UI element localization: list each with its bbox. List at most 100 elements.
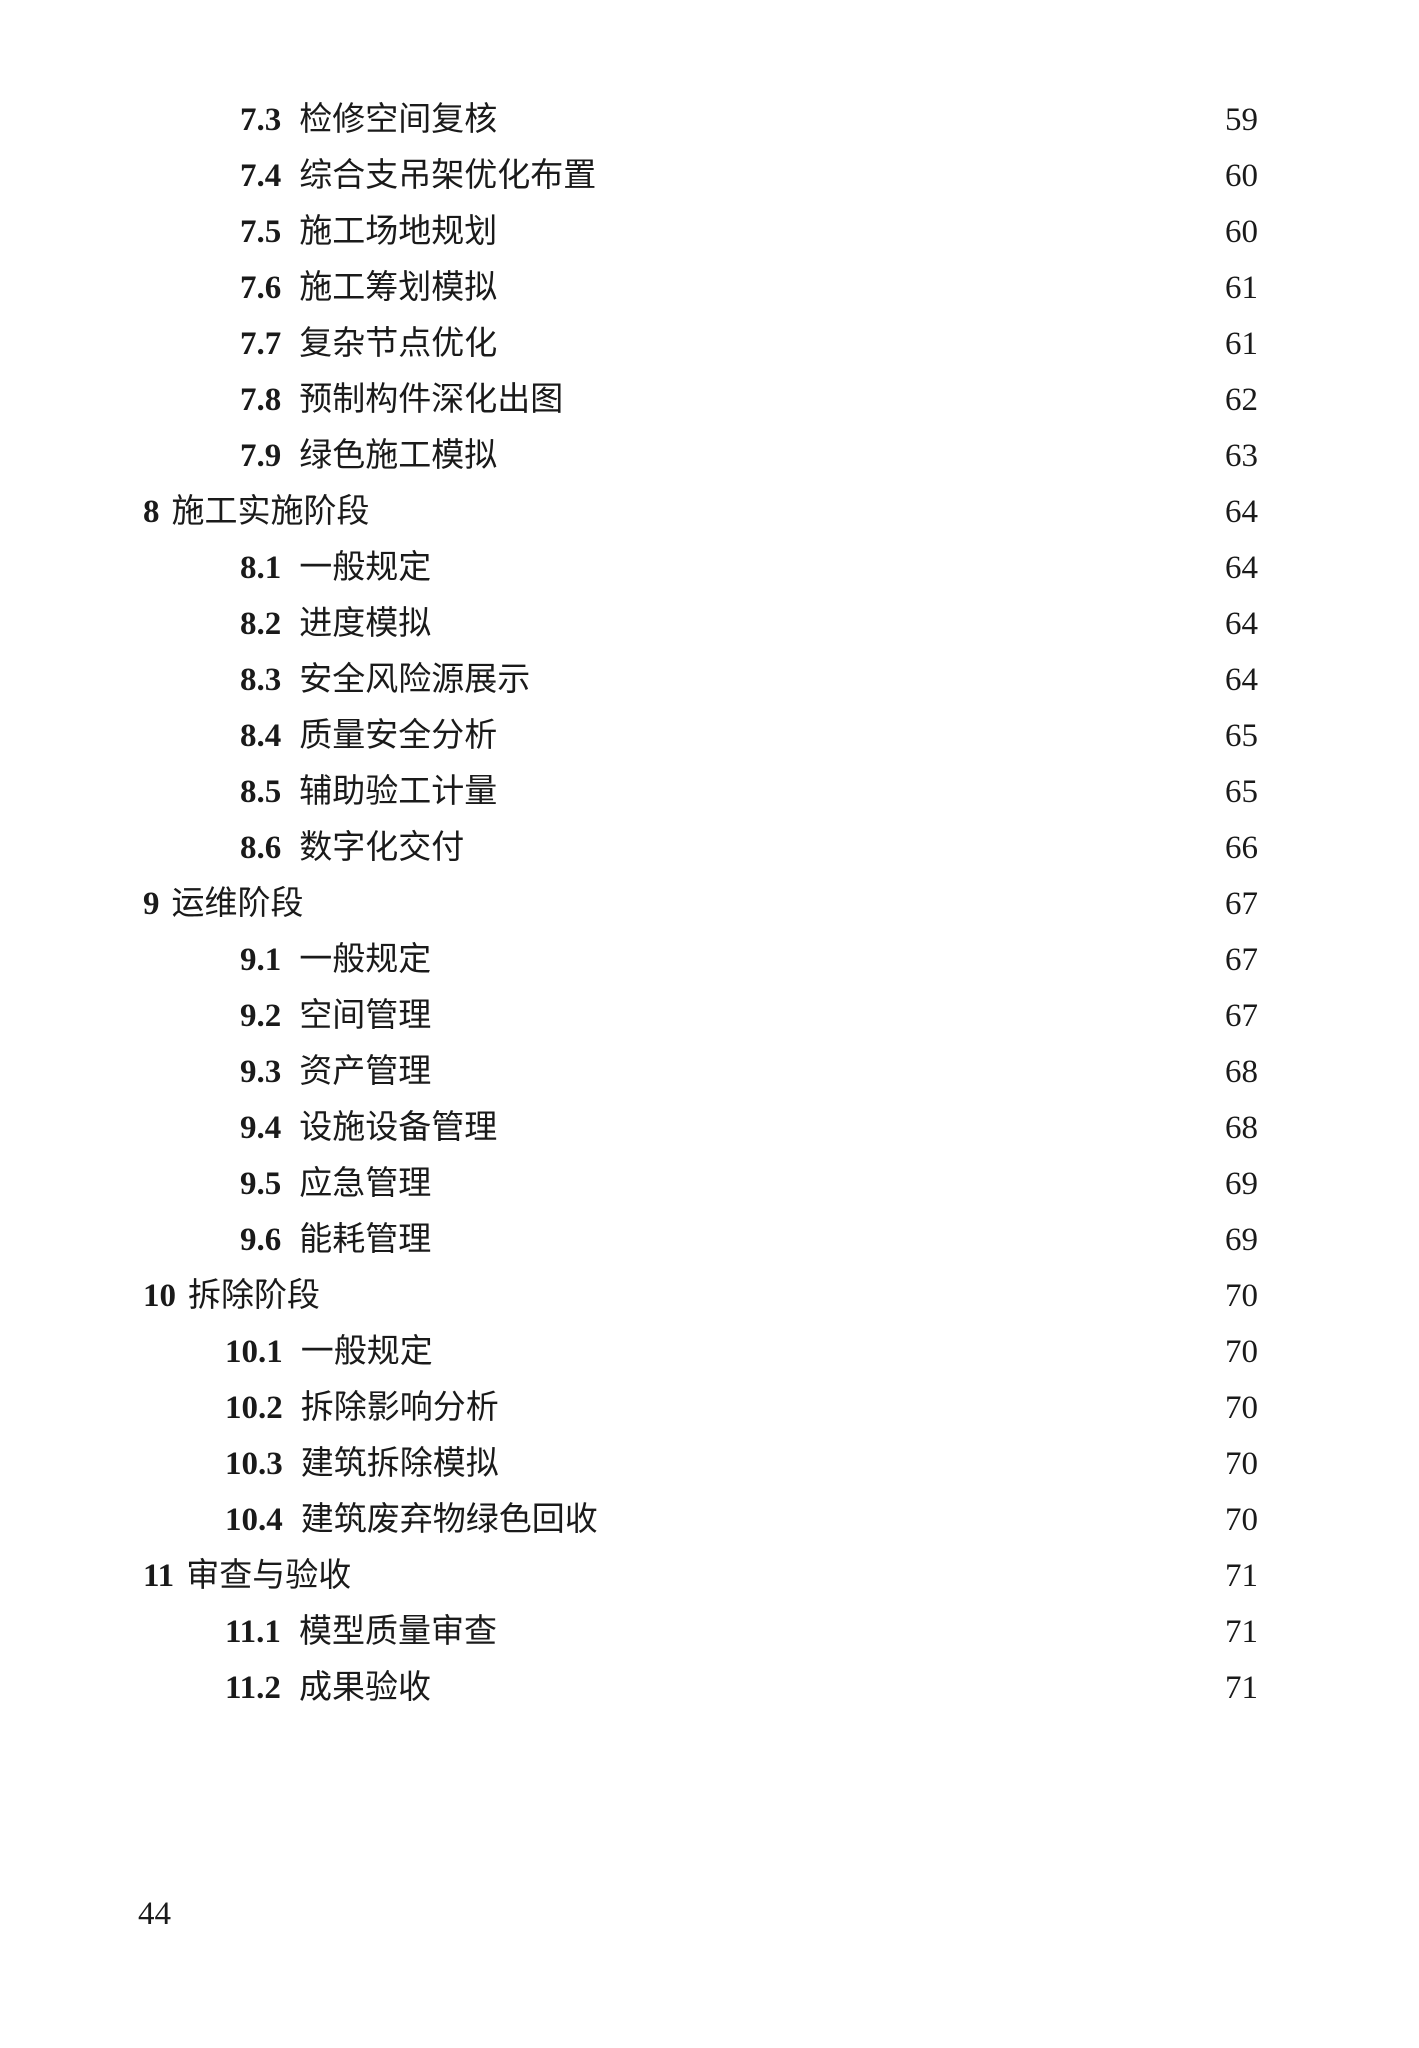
toc-entry-page: 60: [1208, 156, 1258, 196]
toc-entry-title: 施工实施阶段: [172, 492, 370, 532]
toc-entry-title: 数字化交付: [299, 828, 464, 868]
toc-entry-page: 67: [1208, 996, 1258, 1036]
toc-entry-title: 安全风险源展示: [299, 660, 530, 700]
toc-entry-number: 8: [143, 492, 160, 532]
toc-entry-page: 70: [1208, 1276, 1258, 1316]
toc-entry-page: 61: [1208, 268, 1258, 308]
toc-entry-page: 65: [1208, 772, 1258, 812]
toc-entry-number: 10.4: [225, 1500, 283, 1540]
toc-leader-dots: [443, 990, 1200, 996]
toc-entry: 7.9 绿色施工模拟 63: [143, 436, 1258, 492]
toc-entry-number: 8.2: [240, 604, 281, 644]
toc-leader-dots: [443, 654, 1200, 660]
toc-entry-page: 70: [1208, 1500, 1258, 1540]
toc-entry: 9运维阶段67: [143, 884, 1258, 940]
toc-leader-dots: [608, 206, 1200, 212]
toc-entry-page: 59: [1208, 100, 1258, 140]
toc-leader-dots: [542, 710, 1200, 716]
toc-entry-page: 62: [1208, 380, 1258, 420]
table-of-contents: 7.3检修空间复核597.4综合支吊架优化布置607.5施工场地规划607.6施…: [143, 100, 1258, 1724]
toc-entry-page: 67: [1208, 940, 1258, 980]
toc-entry-page: 68: [1208, 1052, 1258, 1092]
toc-entry-number: 7.7: [240, 324, 281, 364]
toc-entry: 8.2 进度模拟 64: [143, 604, 1258, 660]
toc-entry-title: 拆除阶段: [188, 1276, 320, 1316]
toc-leader-dots: [509, 822, 1200, 828]
toc-entry-title: 预制构件深化出图: [299, 380, 563, 420]
toc-entry-page: 66: [1208, 828, 1258, 868]
toc-entry-number: 10.3: [225, 1444, 283, 1484]
toc-entry-page: 64: [1208, 660, 1258, 700]
toc-entry-title: 施工场地规划: [299, 212, 497, 252]
toc-entry-number: 9.3: [240, 1052, 281, 1092]
toc-entry-title: 施工筹划模拟: [299, 268, 497, 308]
toc-entry-title: 能耗管理: [299, 1220, 431, 1260]
toc-leader-dots: [509, 766, 1200, 772]
toc-entry-title: 检修空间复核: [299, 100, 497, 140]
toc-entry-number: 7.5: [240, 212, 281, 252]
toc-entry-page: 61: [1208, 324, 1258, 364]
toc-entry: 8.1一般规定64: [143, 548, 1258, 604]
toc-entry-page: 69: [1208, 1164, 1258, 1204]
toc-leader-dots: [445, 1382, 1200, 1388]
toc-entry-number: 9.4: [240, 1108, 281, 1148]
toc-entry: 9.5应急管理69: [143, 1164, 1258, 1220]
toc-entry-number: 9.6: [240, 1220, 281, 1260]
toc-entry-number: 7.3: [240, 100, 281, 140]
toc-entry-number: 7.4: [240, 156, 281, 196]
toc-leader-dots: [511, 1438, 1200, 1444]
toc-leader-dots: [363, 1606, 1200, 1612]
toc-entry-number: 11.1: [225, 1612, 281, 1652]
toc-entry: 10.1一般规定70: [143, 1332, 1258, 1388]
document-page: 7.3检修空间复核597.4综合支吊架优化布置607.5施工场地规划607.6施…: [0, 0, 1419, 2048]
toc-entry-title: 审查与验收: [186, 1556, 351, 1596]
toc-leader-dots: [509, 1158, 1200, 1164]
toc-entry-title: 模型质量审查: [299, 1612, 497, 1652]
toc-entry-number: 8.1: [240, 548, 281, 588]
toc-leader-dots: [443, 1270, 1200, 1276]
toc-entry: 8.3安全风险源展示64: [143, 660, 1258, 716]
toc-entry-page: 71: [1208, 1668, 1258, 1708]
toc-entry-title: 绿色施工模拟: [299, 436, 497, 476]
toc-entry-title: 拆除影响分析: [301, 1388, 499, 1428]
toc-entry-title: 一般规定: [299, 940, 431, 980]
toc-entry-number: 10: [143, 1276, 176, 1316]
toc-leader-dots: [610, 1550, 1200, 1556]
toc-entry: 7.5施工场地规划60: [143, 212, 1258, 268]
toc-entry-page: 70: [1208, 1444, 1258, 1484]
toc-entry-title: 质量安全分析: [299, 716, 497, 756]
toc-leader-dots: [511, 1494, 1200, 1500]
toc-entry: 11.1模型质量审查71: [143, 1612, 1258, 1668]
toc-entry-number: 9.1: [240, 940, 281, 980]
toc-entry-number: 7.6: [240, 268, 281, 308]
toc-entry-number: 11.2: [225, 1668, 281, 1708]
toc-leader-dots: [575, 430, 1200, 436]
toc-leader-dots: [509, 374, 1200, 380]
toc-leader-dots: [443, 1046, 1200, 1052]
toc-entry: 8.6数字化交付66: [143, 828, 1258, 884]
toc-entry: 7.6 施工筹划模拟 61: [143, 268, 1258, 324]
toc-leader-dots: [443, 1214, 1200, 1220]
toc-entry-title: 辅助验工计量: [299, 772, 497, 812]
toc-entry-page: 67: [1208, 884, 1258, 924]
toc-entry-title: 一般规定: [301, 1332, 433, 1372]
toc-entry-title: 设施设备管理: [299, 1108, 497, 1148]
toc-entry: 9.4设施设备管理68: [143, 1108, 1258, 1164]
toc-entry-number: 8.4: [240, 716, 281, 756]
toc-entry-title: 进度模拟: [299, 604, 431, 644]
toc-entry-title: 建筑废弃物绿色回收: [301, 1500, 598, 1540]
toc-entry-title: 空间管理: [299, 996, 431, 1036]
toc-entry: 10.2拆除影响分析70: [143, 1388, 1258, 1444]
toc-leader-dots: [509, 486, 1200, 492]
toc-entry: 11审查与验收71: [143, 1556, 1258, 1612]
toc-entry-page: 63: [1208, 436, 1258, 476]
toc-entry-page: 71: [1208, 1556, 1258, 1596]
toc-leader-dots: [382, 542, 1201, 548]
page-number: 44: [138, 1896, 171, 1933]
toc-entry-number: 7.9: [240, 436, 281, 476]
toc-entry: 9.6能耗管理69: [143, 1220, 1258, 1276]
toc-entry-title: 应急管理: [299, 1164, 431, 1204]
toc-leader-dots: [509, 318, 1200, 324]
toc-entry-number: 7.8: [240, 380, 281, 420]
toc-entry-page: 64: [1208, 604, 1258, 644]
